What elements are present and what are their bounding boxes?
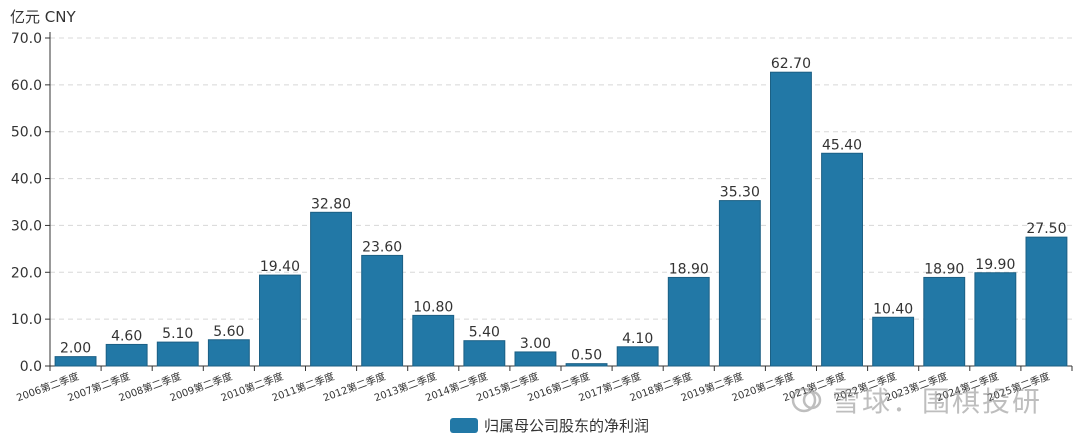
data-label: 62.70 (771, 56, 811, 72)
data-label: 5.10 (162, 326, 193, 342)
data-label: 19.40 (260, 259, 300, 275)
data-label: 18.90 (669, 261, 709, 277)
data-label: 19.90 (975, 257, 1015, 273)
legend-swatch (450, 417, 478, 433)
y-tick-label: 70.0 (11, 31, 42, 47)
bar (667, 276, 710, 367)
bar (821, 152, 863, 367)
y-tick-label: 10.0 (11, 312, 42, 328)
data-label: 5.40 (469, 325, 500, 341)
data-label: 4.60 (111, 328, 142, 344)
data-label: 2.00 (60, 341, 91, 357)
data-label: 5.60 (213, 324, 244, 340)
legend[interactable]: 归属母公司股东的净利润 (450, 414, 649, 436)
data-label: 10.40 (873, 301, 913, 317)
bar (770, 71, 812, 367)
y-tick-label: 30.0 (11, 218, 42, 234)
bar (105, 343, 148, 367)
y-tick-label: 40.0 (11, 172, 42, 188)
bar (974, 272, 1017, 367)
bar (923, 276, 966, 367)
bar (259, 274, 301, 367)
bar (463, 340, 506, 367)
data-label: 10.80 (413, 299, 453, 315)
bar (514, 351, 557, 367)
bar (872, 316, 915, 367)
bar (412, 314, 455, 367)
data-label: 27.50 (1026, 221, 1066, 237)
snowball-logo-icon (791, 387, 822, 413)
legend-label: 归属母公司股东的净利润 (484, 416, 650, 435)
data-label: 4.10 (622, 331, 653, 347)
bar (718, 200, 761, 367)
watermark: 雪球：围棋投研 (790, 380, 1042, 420)
y-tick-label: 0.0 (20, 359, 42, 375)
bar (361, 254, 404, 367)
bar (565, 363, 608, 367)
data-label: 45.40 (822, 137, 862, 153)
data-label: 3.00 (520, 336, 551, 352)
watermark-text: 雪球：围棋投研 (832, 385, 1043, 418)
data-label: 32.80 (311, 196, 351, 212)
bar (207, 339, 250, 367)
y-tick-label: 20.0 (11, 265, 42, 281)
y-tick-label: 60.0 (11, 78, 42, 94)
data-label: 35.30 (720, 185, 760, 201)
bar (616, 346, 659, 367)
bar (54, 356, 97, 367)
y-tick-label: 50.0 (11, 125, 42, 141)
bar (310, 211, 352, 367)
data-label: 23.60 (362, 239, 402, 255)
bar (156, 341, 199, 367)
y-axis-unit-label: 亿元 CNY (10, 8, 76, 26)
bar (1025, 236, 1068, 367)
data-label: 0.50 (571, 348, 602, 364)
data-label: 18.90 (924, 261, 964, 277)
